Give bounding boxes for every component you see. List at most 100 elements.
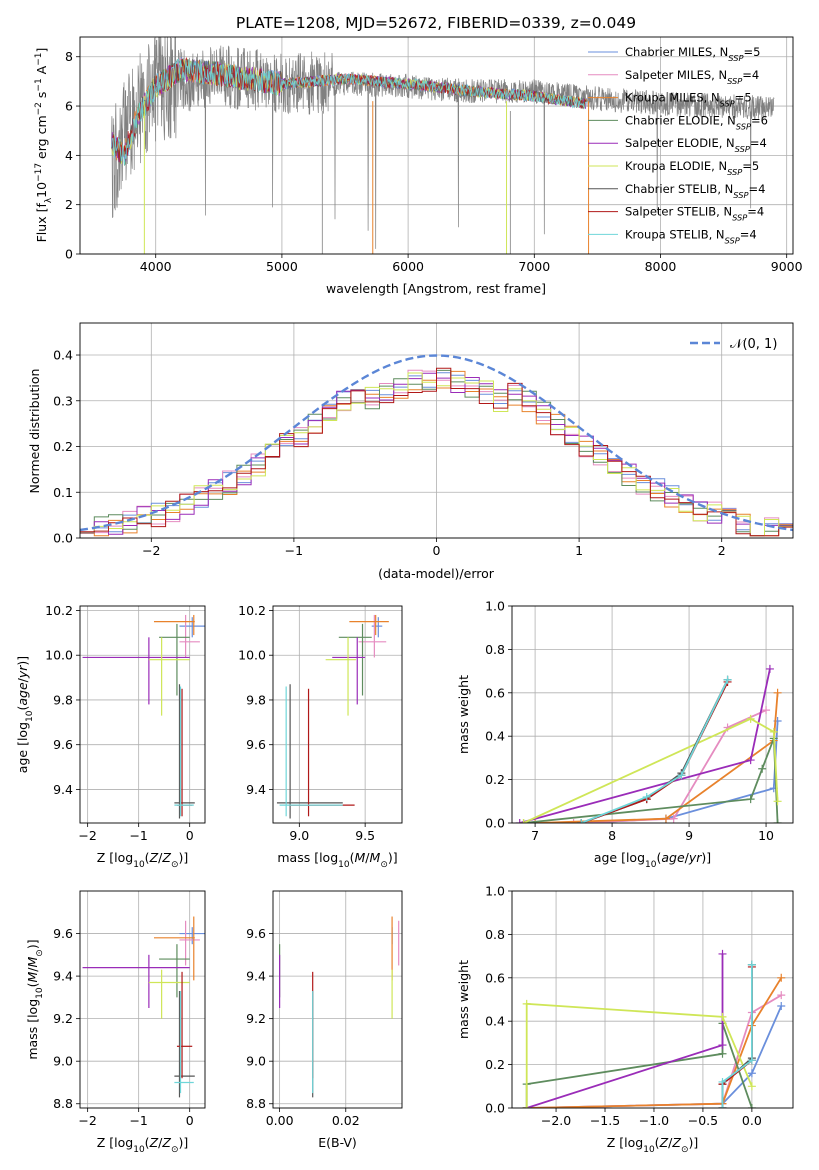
age-vs-Z-ylabel-part: age (15, 682, 30, 706)
age-vs-mass-tick-label-y: 9.8 (246, 692, 266, 707)
weight-vs-age-marker-kroupa-stelib (577, 819, 586, 823)
age-vs-mass-xlabel-part: ⊙ (380, 860, 388, 870)
age-vs-Z-ylabel-part: age [log (15, 722, 30, 773)
weight-vs-age-line-kroupa-elodie (523, 717, 779, 823)
spectrum-plot-area (111, 37, 775, 254)
weight-vs-age-marker-kroupa-miles (773, 688, 782, 697)
spectrum-legend-label-part: Chabrier ELODIE, N (625, 113, 736, 127)
weight-vs-Z-marker-chabrier-miles (777, 1002, 786, 1011)
weight-vs-age-tick-label-x: 10 (758, 828, 774, 843)
age-vs-Z-tick-label-x: 0 (186, 828, 194, 843)
weight-vs-age-xlabel-part: ( (656, 850, 661, 865)
weight-vs-age-xlabel-part: age (661, 850, 685, 865)
weight-vs-Z-tick-label-y: 0.4 (485, 1014, 505, 1029)
spectrum-legend-label-part: SSP (736, 121, 751, 131)
spectrum-legend-label-part: Chabrier MILES, N (625, 45, 728, 59)
weight-vs-Z-marker-kroupa-elodie (747, 1082, 756, 1091)
weight-vs-age-marker-kroupa-elodie (769, 727, 778, 736)
age-vs-Z-frame (79, 605, 206, 824)
weight-vs-Z-xlabel-part: )] (688, 1135, 698, 1150)
age-vs-Z-ylabel-part: )] (15, 656, 30, 666)
mass-vs-Z-xlabel-part: / (158, 1135, 163, 1150)
spectrum-tick-label-x: 8000 (645, 259, 677, 274)
weight-vs-age-marker-kroupa-miles (661, 814, 670, 823)
weight-vs-Z-tick-label-x: −0.5 (688, 1113, 718, 1128)
spectrum-legend-label-part: =4 (747, 205, 764, 219)
age-vs-Z-tick-label-y: 10.2 (45, 603, 73, 618)
weight-vs-age-xlabel: age [log10(age/yr)] (594, 850, 711, 870)
weight-vs-age-marker-salpeter-miles (762, 706, 771, 715)
weight-vs-Z-xlabel-part: Z (671, 1135, 681, 1150)
spectrum-tick-label-y: 4 (65, 148, 73, 163)
residuals-tick-label-y: 0.0 (53, 531, 73, 546)
age-vs-Z-ylabel: age [log10(age/yr)] (15, 656, 35, 773)
mass-vs-Z-frame (79, 890, 206, 1109)
age-vs-mass-tick-label-y: 9.6 (246, 737, 266, 752)
residuals-tick-label-x: −1 (285, 543, 303, 558)
spectrum-tick-label-y: 6 (65, 99, 73, 114)
age-vs-mass-tick-label-y: 10.0 (238, 648, 266, 663)
residuals-tick-label-x: 2 (718, 543, 726, 558)
spectrum-tick-label-y: 2 (65, 197, 73, 212)
mass-vs-Z-xlabel-part: Z [log (97, 1135, 133, 1150)
weight-vs-Z-xlabel-part: ( (655, 1135, 660, 1150)
mass-vs-Z-tick-label-x: −1 (129, 1113, 147, 1128)
weight-vs-Z-tick-label-y: 0.6 (485, 970, 505, 985)
spectrum-ylabel-part: Flux [f (34, 203, 49, 243)
normal-distribution-curve (80, 354, 793, 532)
residuals-tick-label-y: 0.4 (53, 348, 73, 363)
weight-vs-age-xlabel-part: yr (688, 850, 702, 865)
spectrum-legend-label-part: =4 (748, 182, 765, 196)
mass-vs-EBV-tick-label-y: 9.0 (246, 1054, 266, 1069)
model-spectrum-kroupa-stelib (111, 58, 588, 166)
mass-vs-Z-ylabel-part: )] (25, 939, 40, 949)
mass-vs-Z-ylabel-part: 10 (35, 987, 45, 999)
spectrum-ylabel-part: A (34, 65, 49, 78)
mass-vs-Z-xlabel-part: Z (161, 1135, 171, 1150)
spectrum-tick-label-y: 0 (65, 247, 73, 262)
weight-vs-age-tick-label-y: 0.4 (485, 729, 505, 744)
weight-vs-Z-xlabel-part: Z [log (607, 1135, 643, 1150)
mass-vs-Z-ylabel-part: / (25, 967, 40, 972)
weight-vs-age-marker-kroupa-miles (531, 819, 540, 823)
mass-vs-Z-xlabel: Z [log10(Z/Z⊙)] (97, 1135, 189, 1155)
age-vs-Z-tick-label-y: 9.8 (53, 692, 73, 707)
residuals-frame (79, 322, 794, 539)
weight-vs-Z-tick-label-x: 0.0 (742, 1113, 762, 1128)
weight-vs-age-xlabel-part: 10 (645, 860, 657, 870)
age-vs-Z-tick-label-y: 9.4 (53, 782, 73, 797)
weight-vs-age-tick-label-y: 0.2 (485, 772, 505, 787)
weight-vs-Z-line-kroupa-stelib (721, 964, 753, 1108)
weight-vs-age-marker-salpeter-elodie (515, 819, 524, 823)
weight-vs-Z-tick-label-y: 0.2 (485, 1057, 505, 1072)
spectrum-legend-label: Chabrier MILES, NSSP=5 (625, 45, 760, 63)
age-vs-Z-ylabel-part: 10 (25, 710, 35, 722)
spectrum-ylabel-part: −1 (34, 78, 44, 91)
mass-vs-Z-xlabel-part: 10 (133, 1145, 145, 1155)
mass-vs-Z-ylabel-part: ( (25, 983, 40, 988)
mass-vs-Z-xlabel-part: Z (149, 1135, 159, 1150)
spectrum-tick-label-x: 6000 (392, 259, 424, 274)
weight-vs-Z-marker-kroupa-stelib (718, 1104, 727, 1108)
age-vs-Z-xlabel: Z [log10(Z/Z⊙)] (97, 850, 189, 870)
age-vs-mass-xlabel-part: ( (350, 850, 355, 865)
weight-vs-age-marker-kroupa-elodie (519, 819, 528, 823)
spectrum-tick-label-x: 7000 (518, 259, 550, 274)
spectrum-tick-label-x: 5000 (266, 259, 298, 274)
residuals-legend-label: 𝒩(0, 1) (730, 337, 777, 352)
weight-vs-age-marker-kroupa-stelib (677, 771, 686, 780)
weight-vs-Z-marker-chabrier-miles (747, 1069, 756, 1078)
age-vs-Z-xlabel-part: Z (161, 850, 171, 865)
weight-vs-age-line-kroupa-miles (535, 692, 779, 823)
weight-vs-age-marker-kroupa-stelib (723, 675, 732, 684)
weight-vs-age-xlabel-part: age [log (594, 850, 645, 865)
mass-vs-EBV-xlabel: E(B-V) (318, 1135, 357, 1150)
mass-vs-Z-ylabel-part: ⊙ (35, 949, 45, 957)
weight-vs-Z-marker-kroupa-miles (777, 973, 786, 982)
weight-vs-Z-marker-kroupa-stelib (747, 960, 756, 969)
residuals-tick-label-y: 0.3 (53, 393, 73, 408)
residuals-tick-label-y: 0.1 (53, 485, 73, 500)
weight-vs-Z-marker-kroupa-stelib (747, 1056, 756, 1065)
spectrum-legend-label-part: SSP (735, 144, 750, 154)
